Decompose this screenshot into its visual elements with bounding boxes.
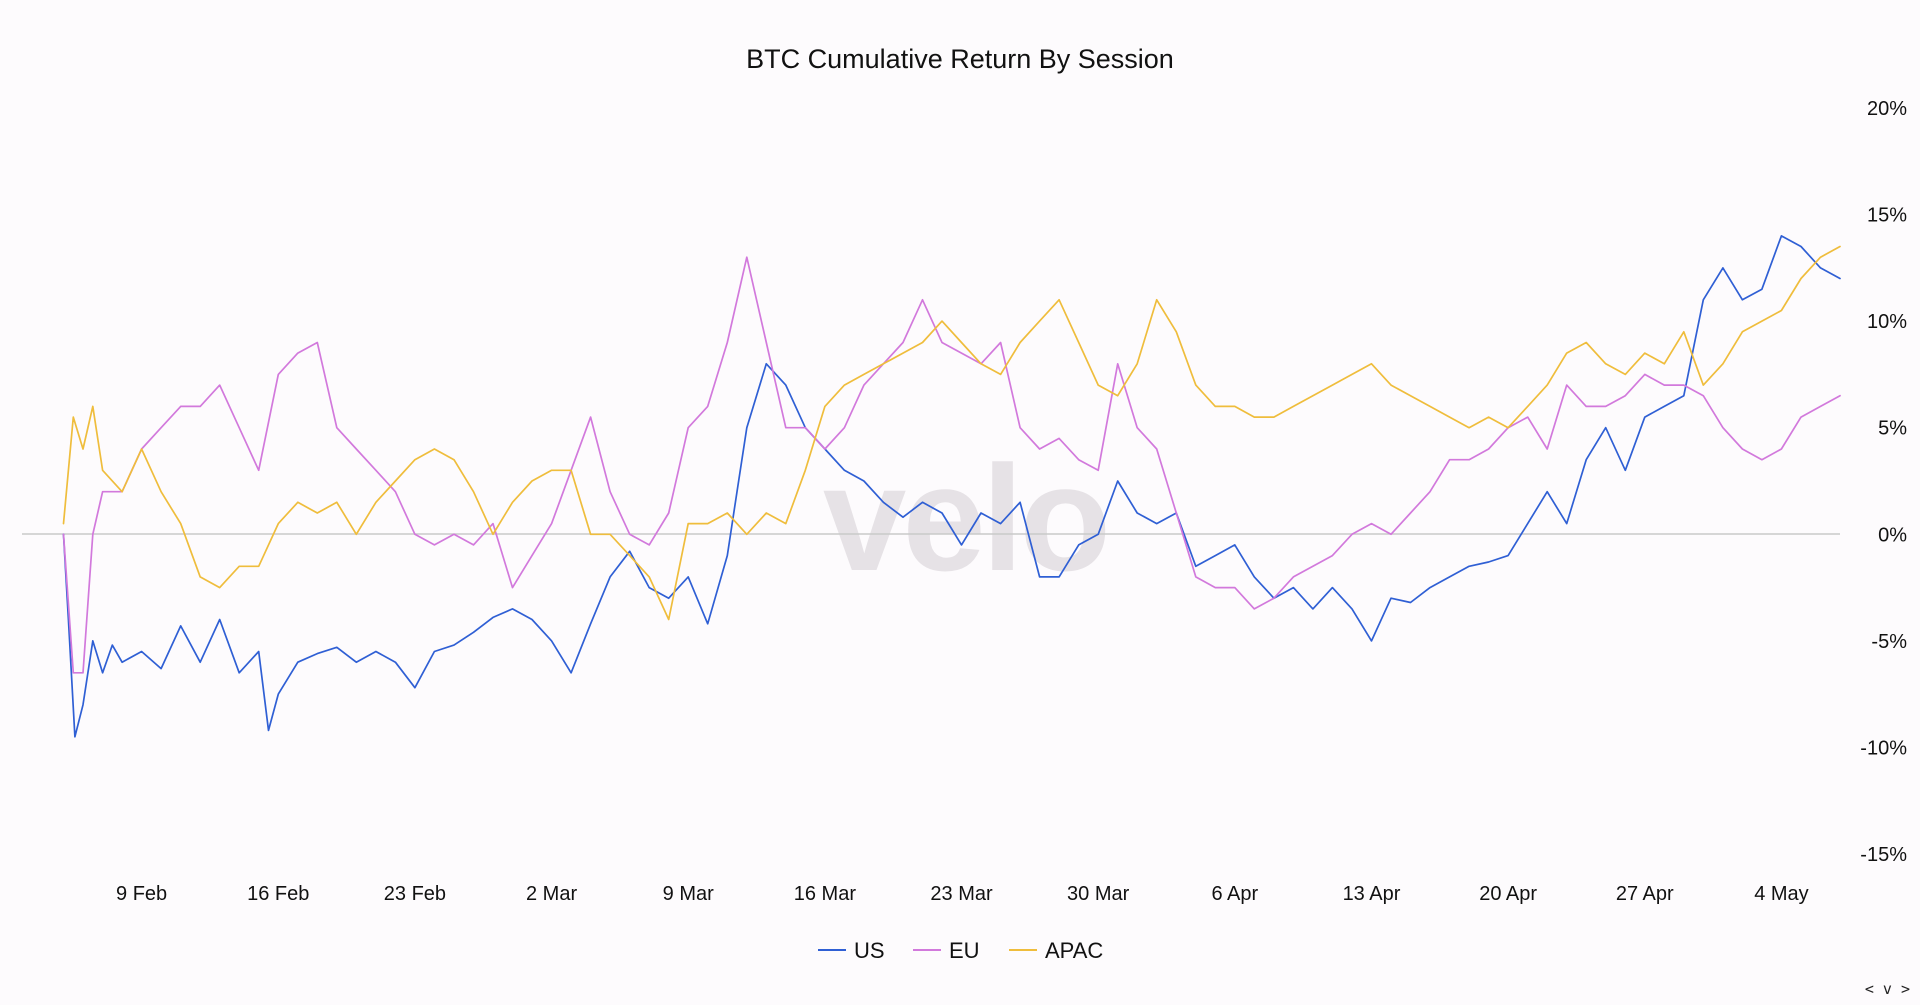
y-tick-label: -5%: [1871, 631, 1907, 653]
series-line-us: [62, 235, 1841, 738]
x-tick-label: 13 Apr: [1343, 883, 1401, 905]
y-tick-label: -15%: [1860, 844, 1907, 866]
x-tick-label: 30 Mar: [1067, 883, 1130, 905]
legend: US EU APAC: [818, 938, 1103, 963]
x-tick-label: 9 Mar: [663, 883, 714, 905]
velo-watermark: velo: [823, 434, 1107, 602]
x-tick-label: 16 Mar: [794, 883, 857, 905]
legend-item-us[interactable]: US: [818, 938, 885, 963]
legend-item-apac[interactable]: APAC: [1009, 938, 1103, 963]
x-tick-label: 6 Apr: [1211, 883, 1258, 905]
x-tick-label: 9 Feb: [116, 883, 167, 905]
plot-area: [62, 235, 1841, 738]
y-axis: 20% 15% 10% 5% 0% -5% -10% -15%: [1860, 98, 1907, 866]
y-tick-label: 0%: [1878, 524, 1907, 546]
series-line-apac: [62, 245, 1841, 621]
y-tick-label: -10%: [1860, 737, 1907, 759]
x-tick-label: 2 Mar: [526, 883, 577, 905]
y-tick-label: 20%: [1867, 98, 1907, 120]
legend-item-eu[interactable]: EU: [913, 938, 980, 963]
y-tick-label: 10%: [1867, 311, 1907, 333]
legend-label-us: US: [854, 938, 885, 963]
x-tick-label: 23 Feb: [384, 883, 446, 905]
chart-title: BTC Cumulative Return By Session: [746, 44, 1174, 74]
code-toggle-icon[interactable]: < v >: [1865, 980, 1910, 998]
x-tick-label: 4 May: [1754, 883, 1808, 905]
legend-label-eu: EU: [949, 938, 980, 963]
legend-label-apac: APAC: [1045, 938, 1103, 963]
x-axis: 9 Feb 16 Feb 23 Feb 2 Mar 9 Mar 16 Mar 23 Mar 3…: [116, 883, 1809, 905]
x-tick-label: 23 Mar: [930, 883, 993, 905]
x-tick-label: 16 Feb: [247, 883, 309, 905]
y-tick-label: 15%: [1867, 205, 1907, 227]
x-tick-label: 20 Apr: [1479, 883, 1537, 905]
series-line-eu: [62, 256, 1841, 674]
y-tick-label: 5%: [1878, 418, 1907, 440]
x-tick-label: 27 Apr: [1616, 883, 1674, 905]
